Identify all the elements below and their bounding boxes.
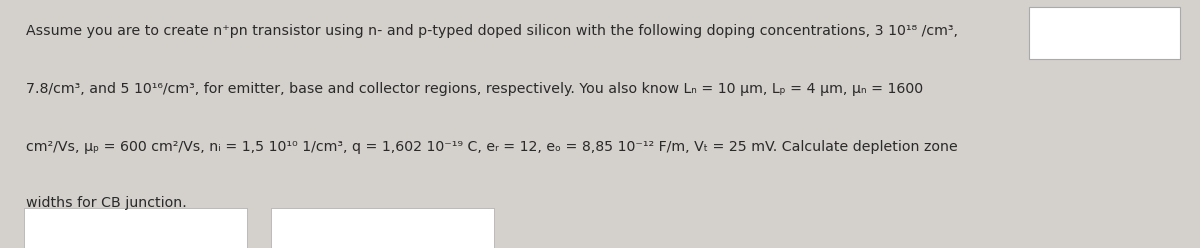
Text: cm²/Vs, μₚ = 600 cm²/Vs, nᵢ = 1,5 10¹⁰ 1/cm³, q = 1,602 10⁻¹⁹ C, eᵣ = 12, eₒ = 8: cm²/Vs, μₚ = 600 cm²/Vs, nᵢ = 1,5 10¹⁰ 1… (26, 140, 958, 154)
Text: widths for CB junction.: widths for CB junction. (26, 196, 187, 210)
Text: 7.8/cm³, and 5 10¹⁶/cm³, for emitter, base and collector regions, respectively. : 7.8/cm³, and 5 10¹⁶/cm³, for emitter, ba… (26, 82, 923, 96)
Bar (24, 208, 247, 248)
Bar (271, 208, 494, 248)
Bar (1030, 7, 1180, 59)
Text: Assume you are to create n⁺pn transistor using n- and p-typed doped silicon with: Assume you are to create n⁺pn transistor… (26, 24, 958, 38)
